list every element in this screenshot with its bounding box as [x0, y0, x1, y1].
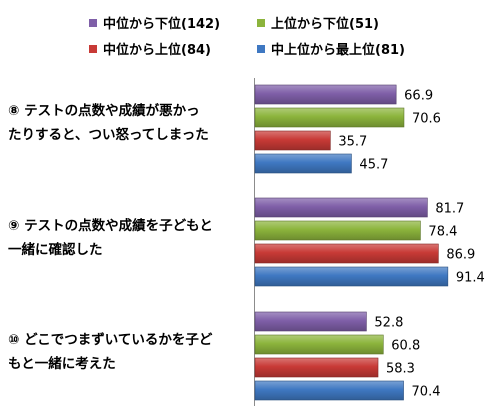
legend-item-3: 中上位から最上位(81): [257, 39, 405, 58]
legend-label-0: 中位から下位(142): [103, 17, 221, 32]
category-label-2-line-1: もと一緒に考えた: [8, 356, 116, 372]
bars-group: [254, 84, 449, 401]
category-label-2: ⑩ どこでつまずいているかを子ど もと一緒に考えた: [8, 328, 246, 376]
category-label-1-line-0: ⑨ テストの点数や成績を子どもと: [8, 218, 213, 234]
bar-cat1-series3: [254, 266, 449, 287]
legend-item-2: 中位から上位(84): [89, 39, 211, 58]
value-label-cat0-series0: 66.9: [404, 89, 433, 104]
legend-item-1: 上位から下位(51): [257, 13, 379, 32]
value-label-cat2-series3: 70.4: [412, 385, 441, 400]
value-label-cat1-series2: 86.9: [446, 248, 475, 263]
legend-swatch-1: [257, 18, 265, 27]
value-label-cat0-series1: 70.6: [412, 112, 441, 127]
value-label-cat1-series3: 91.4: [456, 271, 485, 286]
bar-cat0-series3: [254, 153, 352, 174]
legend-swatch-3: [257, 44, 265, 53]
bar-cat1-series1: [254, 220, 421, 241]
bar-cat2-series1: [254, 334, 384, 355]
category-label-0-line-0: ⑧ テストの点数や成績が悪かっ: [8, 103, 200, 119]
legend-label-1: 上位から下位(51): [271, 17, 379, 32]
legend-swatch-0: [89, 18, 97, 27]
category-label-2-line-0: ⑩ どこでつまずいているかを子ど: [8, 332, 213, 348]
bar-cat1-series0: [254, 197, 428, 218]
value-label-cat2-series1: 60.8: [391, 339, 420, 354]
category-label-0: ⑧ テストの点数や成績が悪かっ たりすると、つい怒ってしまった: [8, 99, 246, 147]
bar-cat0-series1: [254, 107, 405, 128]
bar-cat2-series3: [254, 380, 404, 401]
category-label-0-line-1: たりすると、つい怒ってしまった: [8, 127, 209, 143]
legend-item-0: 中位から下位(142): [89, 13, 220, 32]
bar-cat1-series2: [254, 243, 439, 264]
bar-cat0-series2: [254, 130, 331, 151]
category-label-1: ⑨ テストの点数や成績を子どもと 一緒に確認した: [8, 214, 246, 262]
value-label-cat0-series2: 35.7: [338, 135, 367, 150]
category-label-1-line-1: 一緒に確認した: [8, 242, 103, 258]
bar-cat2-series0: [254, 311, 367, 332]
legend-label-2: 中位から上位(84): [103, 43, 211, 58]
value-label-cat0-series3: 45.7: [359, 158, 388, 173]
legend-label-3: 中上位から最上位(81): [271, 43, 405, 58]
value-labels-group: 66.9 70.6 35.7 45.7 81.7 78.4 86.9 91.4 52.8 60.8…: [338, 89, 484, 400]
bar-cat2-series2: [254, 357, 379, 378]
legend-swatch-2: [89, 44, 97, 53]
bar-cat0-series0: [254, 84, 397, 105]
value-label-cat2-series0: 52.8: [374, 316, 403, 331]
value-label-cat1-series0: 81.7: [435, 202, 464, 217]
value-label-cat1-series1: 78.4: [428, 225, 457, 240]
value-label-cat2-series2: 58.3: [386, 362, 415, 377]
